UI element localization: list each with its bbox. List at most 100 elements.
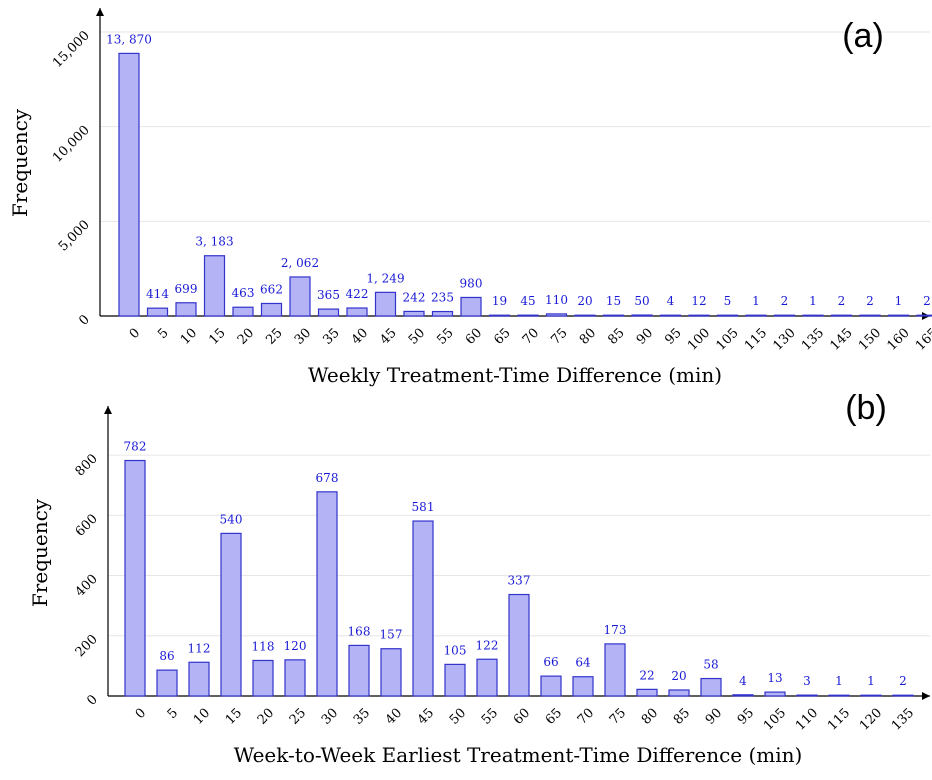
data-label: 581 — [412, 500, 435, 514]
x-tick-label: 145 — [828, 326, 856, 354]
x-tick-label: 80 — [577, 326, 599, 348]
data-label: 20 — [671, 669, 686, 683]
x-tick-label: 45 — [377, 326, 399, 348]
data-label: 168 — [348, 624, 371, 638]
data-label: 173 — [604, 623, 627, 637]
data-label: 2, 062 — [281, 256, 319, 270]
data-label: 50 — [634, 294, 649, 308]
data-label: 422 — [346, 287, 369, 301]
x-tick-label: 150 — [856, 326, 884, 354]
bar — [859, 314, 881, 317]
x-axis-arrow — [922, 692, 930, 700]
x-tick-label: 110 — [793, 706, 821, 734]
x-tick-label: 115 — [825, 706, 853, 734]
x-tick-label: 50 — [447, 706, 469, 728]
data-label: 112 — [188, 641, 211, 655]
bar — [860, 694, 882, 697]
data-label: 120 — [284, 639, 307, 653]
x-tick-label: 65 — [491, 326, 513, 348]
bar — [540, 675, 562, 697]
x-tick-label: 70 — [520, 326, 542, 348]
x-tick-label: 25 — [263, 326, 285, 348]
data-label: 3 — [803, 674, 811, 688]
bar — [887, 314, 910, 317]
bar — [431, 310, 454, 317]
x-tick-label: 30 — [292, 326, 314, 348]
bar — [773, 314, 796, 317]
data-label: 13, 870 — [106, 32, 152, 46]
data-label: 678 — [316, 471, 339, 485]
x-tick-label: 75 — [607, 706, 629, 728]
bar — [146, 307, 169, 317]
bar — [828, 694, 850, 697]
x-tick-label: 15 — [206, 326, 228, 348]
y-tick-label: 600 — [73, 512, 101, 540]
data-label: 20 — [577, 294, 592, 308]
y-tick-label: 400 — [73, 572, 101, 600]
bar — [732, 694, 754, 697]
bar — [403, 310, 425, 317]
panel-label: (b) — [845, 389, 887, 427]
x-tick-label: 60 — [511, 706, 533, 728]
data-label: 122 — [476, 638, 499, 652]
x-tick-label: 20 — [235, 326, 257, 348]
x-tick-label: 45 — [415, 706, 437, 728]
bar — [476, 658, 498, 697]
bar — [316, 491, 338, 697]
bar — [156, 669, 178, 697]
data-label: 1, 249 — [366, 271, 404, 285]
x-tick-label: 90 — [634, 326, 656, 348]
bar — [796, 694, 818, 697]
x-tick-label: 25 — [287, 706, 309, 728]
bar — [716, 314, 739, 317]
x-tick-label: 35 — [320, 326, 342, 348]
bar — [346, 307, 368, 317]
x-tick-label: 50 — [406, 326, 428, 348]
data-label: 15 — [606, 294, 621, 308]
x-tick-label: 55 — [479, 706, 501, 728]
data-label: 12 — [691, 294, 706, 308]
bar — [289, 276, 311, 317]
bar — [574, 314, 596, 317]
bar — [284, 659, 306, 697]
bar — [802, 314, 824, 317]
data-label: 242 — [403, 290, 426, 304]
bar — [668, 689, 690, 697]
x-tick-label: 115 — [742, 326, 770, 354]
y-tick-label: 0 — [84, 692, 100, 708]
y-tick-label: 800 — [73, 451, 101, 479]
bar — [572, 676, 594, 697]
x-tick-label: 165 — [913, 326, 932, 354]
bar — [700, 677, 722, 697]
data-label: 64 — [575, 656, 591, 670]
x-tick-label: 15 — [223, 706, 245, 728]
data-label: 86 — [159, 649, 174, 663]
y-axis-title: Frequency — [8, 108, 32, 217]
bar — [488, 314, 511, 317]
x-tick-label: 40 — [383, 706, 405, 728]
data-label: 110 — [545, 293, 568, 307]
panel-label: (a) — [842, 17, 884, 55]
x-tick-label: 30 — [319, 706, 341, 728]
x-axis-title: Week-to-Week Earliest Treatment-Time Dif… — [234, 743, 803, 767]
bar — [688, 314, 710, 317]
bar — [380, 648, 402, 697]
x-tick-label: 160 — [885, 326, 913, 354]
data-label: 2 — [899, 674, 907, 688]
bar — [118, 52, 140, 317]
data-label: 1 — [867, 674, 875, 688]
y-tick-label: 0 — [76, 312, 92, 328]
data-label: 662 — [260, 282, 283, 296]
data-label: 782 — [124, 440, 147, 454]
bar — [631, 314, 653, 317]
data-label: 45 — [520, 294, 535, 308]
data-label: 19 — [492, 294, 507, 308]
bar — [745, 314, 767, 317]
x-tick-label: 130 — [771, 326, 799, 354]
x-tick-label: 95 — [735, 706, 757, 728]
data-label: 699 — [175, 282, 198, 296]
bar — [916, 314, 932, 317]
data-label: 414 — [146, 287, 169, 301]
x-tick-label: 40 — [349, 326, 371, 348]
